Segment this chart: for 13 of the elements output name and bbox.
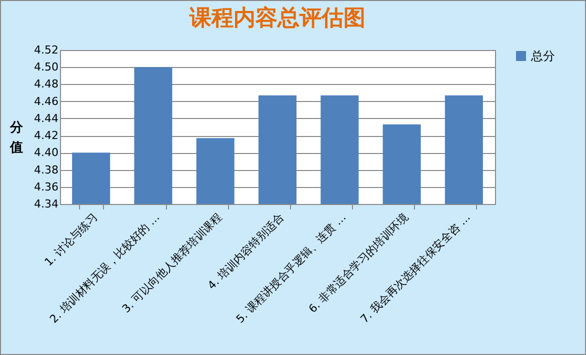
y-tick-label: 4.42 (34, 129, 58, 142)
legend-label: 总分 (530, 49, 555, 63)
y-axis-title: 分值 (9, 120, 24, 156)
y-tick-label: 4.38 (34, 163, 58, 176)
y-tick-label: 4.40 (34, 146, 58, 160)
chart-title: 课程内容总评估图 (188, 5, 366, 31)
y-tick-label: 4.44 (34, 112, 58, 125)
y-tick-label: 4.36 (34, 180, 58, 194)
y-tick-label: 4.50 (34, 60, 58, 74)
y-tick-label: 4.52 (34, 44, 58, 56)
y-tick-label: 4.48 (34, 78, 58, 91)
y-tick-label: 4.46 (34, 94, 58, 108)
y-tick-label: 4.34 (34, 198, 58, 210)
